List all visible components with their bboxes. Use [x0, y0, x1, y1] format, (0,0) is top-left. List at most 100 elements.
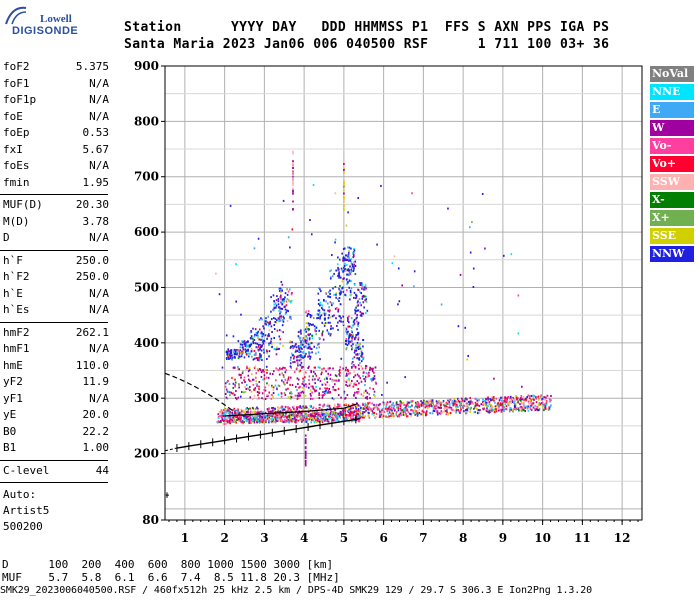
- echo-point: [305, 416, 308, 419]
- echo-point: [237, 349, 240, 352]
- echo-point: [421, 413, 424, 416]
- echo-point: [337, 287, 340, 290]
- echo-point: [239, 349, 242, 352]
- echo-point: [540, 402, 543, 405]
- echo-point: [292, 178, 294, 181]
- echo-point: [308, 355, 311, 358]
- echo-point: [223, 408, 226, 411]
- echo-point: [334, 414, 337, 417]
- echo-point: [312, 323, 314, 326]
- echo-point: [285, 311, 287, 314]
- echo-point: [365, 295, 367, 298]
- legend-item: X-: [650, 192, 694, 208]
- echo-point: [282, 300, 284, 303]
- x-tick-label: 4: [300, 531, 308, 545]
- echo-point: [332, 417, 335, 420]
- echo-point: [259, 354, 262, 357]
- echo-point: [306, 415, 308, 418]
- echo-point: [366, 309, 369, 312]
- echo-point: [246, 411, 249, 414]
- echo-point: [296, 355, 299, 358]
- echo-point: [327, 374, 330, 377]
- echo-point: [284, 378, 287, 381]
- echo-point: [335, 375, 338, 378]
- echo-point: [259, 347, 261, 350]
- echo-point: [348, 286, 351, 289]
- echo-point: [517, 399, 520, 402]
- echo-point: [482, 400, 485, 403]
- echo-point: [330, 276, 332, 279]
- echo-point: [263, 414, 266, 417]
- echo-point: [258, 391, 261, 394]
- echo-point: [361, 351, 363, 354]
- echo-point: [357, 298, 360, 301]
- echo-point: [266, 417, 269, 420]
- echo-point: [304, 394, 307, 397]
- echo-point: [265, 368, 267, 371]
- echo-point: [357, 346, 360, 349]
- echo-point: [326, 414, 328, 417]
- echo-point: [473, 407, 475, 410]
- echo-point: [371, 377, 373, 380]
- echo-point: [347, 330, 349, 333]
- echo-point: [348, 384, 351, 387]
- echo-point: [517, 401, 519, 404]
- echo-point: [307, 329, 310, 332]
- echo-point: [329, 277, 332, 280]
- echo-point: [340, 406, 342, 409]
- echo-point: [315, 374, 318, 377]
- echo-point: [318, 311, 321, 314]
- echo-point: [343, 192, 345, 195]
- echo-point: [350, 260, 353, 263]
- echo-point: [245, 384, 248, 387]
- echo-point: [226, 350, 229, 353]
- echo-point: [506, 408, 509, 411]
- echo-point: [305, 383, 307, 386]
- echo-point: [268, 416, 271, 419]
- echo-point: [350, 407, 352, 410]
- echo-point: [412, 409, 414, 412]
- echo-point: [428, 401, 431, 404]
- echo-point: [322, 330, 324, 333]
- echo-point: [230, 421, 233, 424]
- echo-point: [276, 295, 278, 298]
- echo-point: [288, 315, 291, 318]
- echo-point: [420, 403, 423, 406]
- echo-point: [317, 302, 320, 305]
- echo-point: [227, 390, 230, 393]
- echo-point: [351, 324, 354, 327]
- echo-point: [279, 296, 282, 299]
- echo-point: [306, 314, 309, 317]
- echo-point: [311, 337, 314, 340]
- echo-point: [345, 347, 348, 350]
- echo-point: [364, 402, 366, 405]
- echo-point: [327, 403, 329, 406]
- echo-point: [345, 366, 347, 369]
- echo-point: [493, 408, 496, 411]
- param-label: foE: [3, 109, 23, 123]
- echo-point: [466, 358, 469, 361]
- echo-point: [284, 415, 286, 418]
- param-value: N/A: [89, 93, 109, 106]
- echo-point: [254, 412, 256, 415]
- echo-point: [300, 340, 302, 343]
- echo-point: [378, 404, 380, 407]
- echo-point: [335, 317, 337, 320]
- echo-point: [315, 385, 317, 388]
- echo-point: [466, 404, 468, 407]
- echo-point: [268, 355, 270, 358]
- echo-point: [328, 405, 331, 408]
- echo-point: [467, 354, 469, 357]
- echo-point: [371, 412, 374, 415]
- echo-point: [502, 408, 504, 411]
- echo-point: [224, 382, 227, 385]
- echo-point: [253, 414, 256, 417]
- echo-point: [313, 417, 316, 420]
- echo-point: [323, 378, 326, 381]
- echo-point: [332, 385, 334, 388]
- echo-point: [348, 377, 350, 380]
- echo-point: [250, 380, 253, 383]
- echo-point: [349, 372, 351, 375]
- echo-point: [247, 378, 250, 381]
- echo-point: [465, 402, 468, 405]
